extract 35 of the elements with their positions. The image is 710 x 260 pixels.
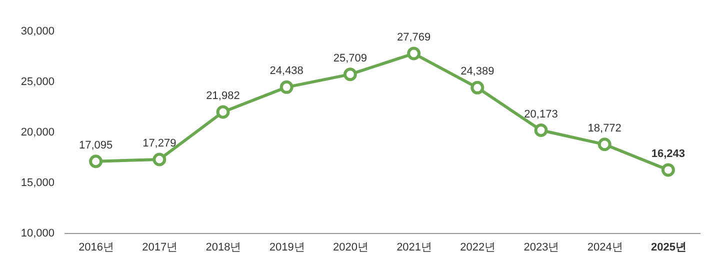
point	[407, 46, 421, 60]
data-label: 16,243	[651, 148, 686, 160]
data-label: 24,438	[270, 65, 304, 78]
point	[470, 80, 484, 94]
y-tick-label: 25,000	[20, 76, 54, 88]
point	[280, 80, 294, 94]
x-tick-label: 2018년	[206, 242, 242, 254]
data-label: 17,279	[142, 137, 176, 150]
data-label: 20,173	[524, 108, 558, 120]
y-tick-label: 30,000	[20, 26, 54, 38]
x-tick-label: 2017년	[142, 242, 178, 254]
point	[152, 152, 166, 166]
x-tick-label: 2016년	[78, 242, 114, 254]
point	[89, 154, 103, 168]
x-tick-label: 2023년	[524, 242, 560, 254]
y-tick-label: 15,000	[20, 177, 54, 189]
x-tick-label: 2022년	[460, 242, 496, 254]
point	[534, 124, 548, 137]
point	[216, 105, 230, 119]
point	[598, 138, 612, 152]
point	[661, 163, 675, 177]
data-label: 25,709	[333, 52, 368, 64]
x-tick-label: 2020년	[332, 242, 368, 254]
data-label: 17,095	[78, 139, 113, 152]
y-tick-label: 10,000	[20, 228, 54, 240]
x-tick-label: 2019년	[269, 242, 305, 254]
data-label: 18,772	[588, 122, 622, 134]
point	[343, 68, 357, 82]
data-label: 27,769	[396, 32, 431, 44]
x-tick-label: 2021년	[396, 242, 432, 254]
x-tick-label: 2025년	[650, 242, 686, 254]
data-label: 21,982	[206, 90, 240, 102]
y-tick-label: 20,000	[20, 126, 54, 138]
data-label: 24,389	[460, 66, 494, 78]
x-tick-label: 2024년	[587, 242, 623, 254]
